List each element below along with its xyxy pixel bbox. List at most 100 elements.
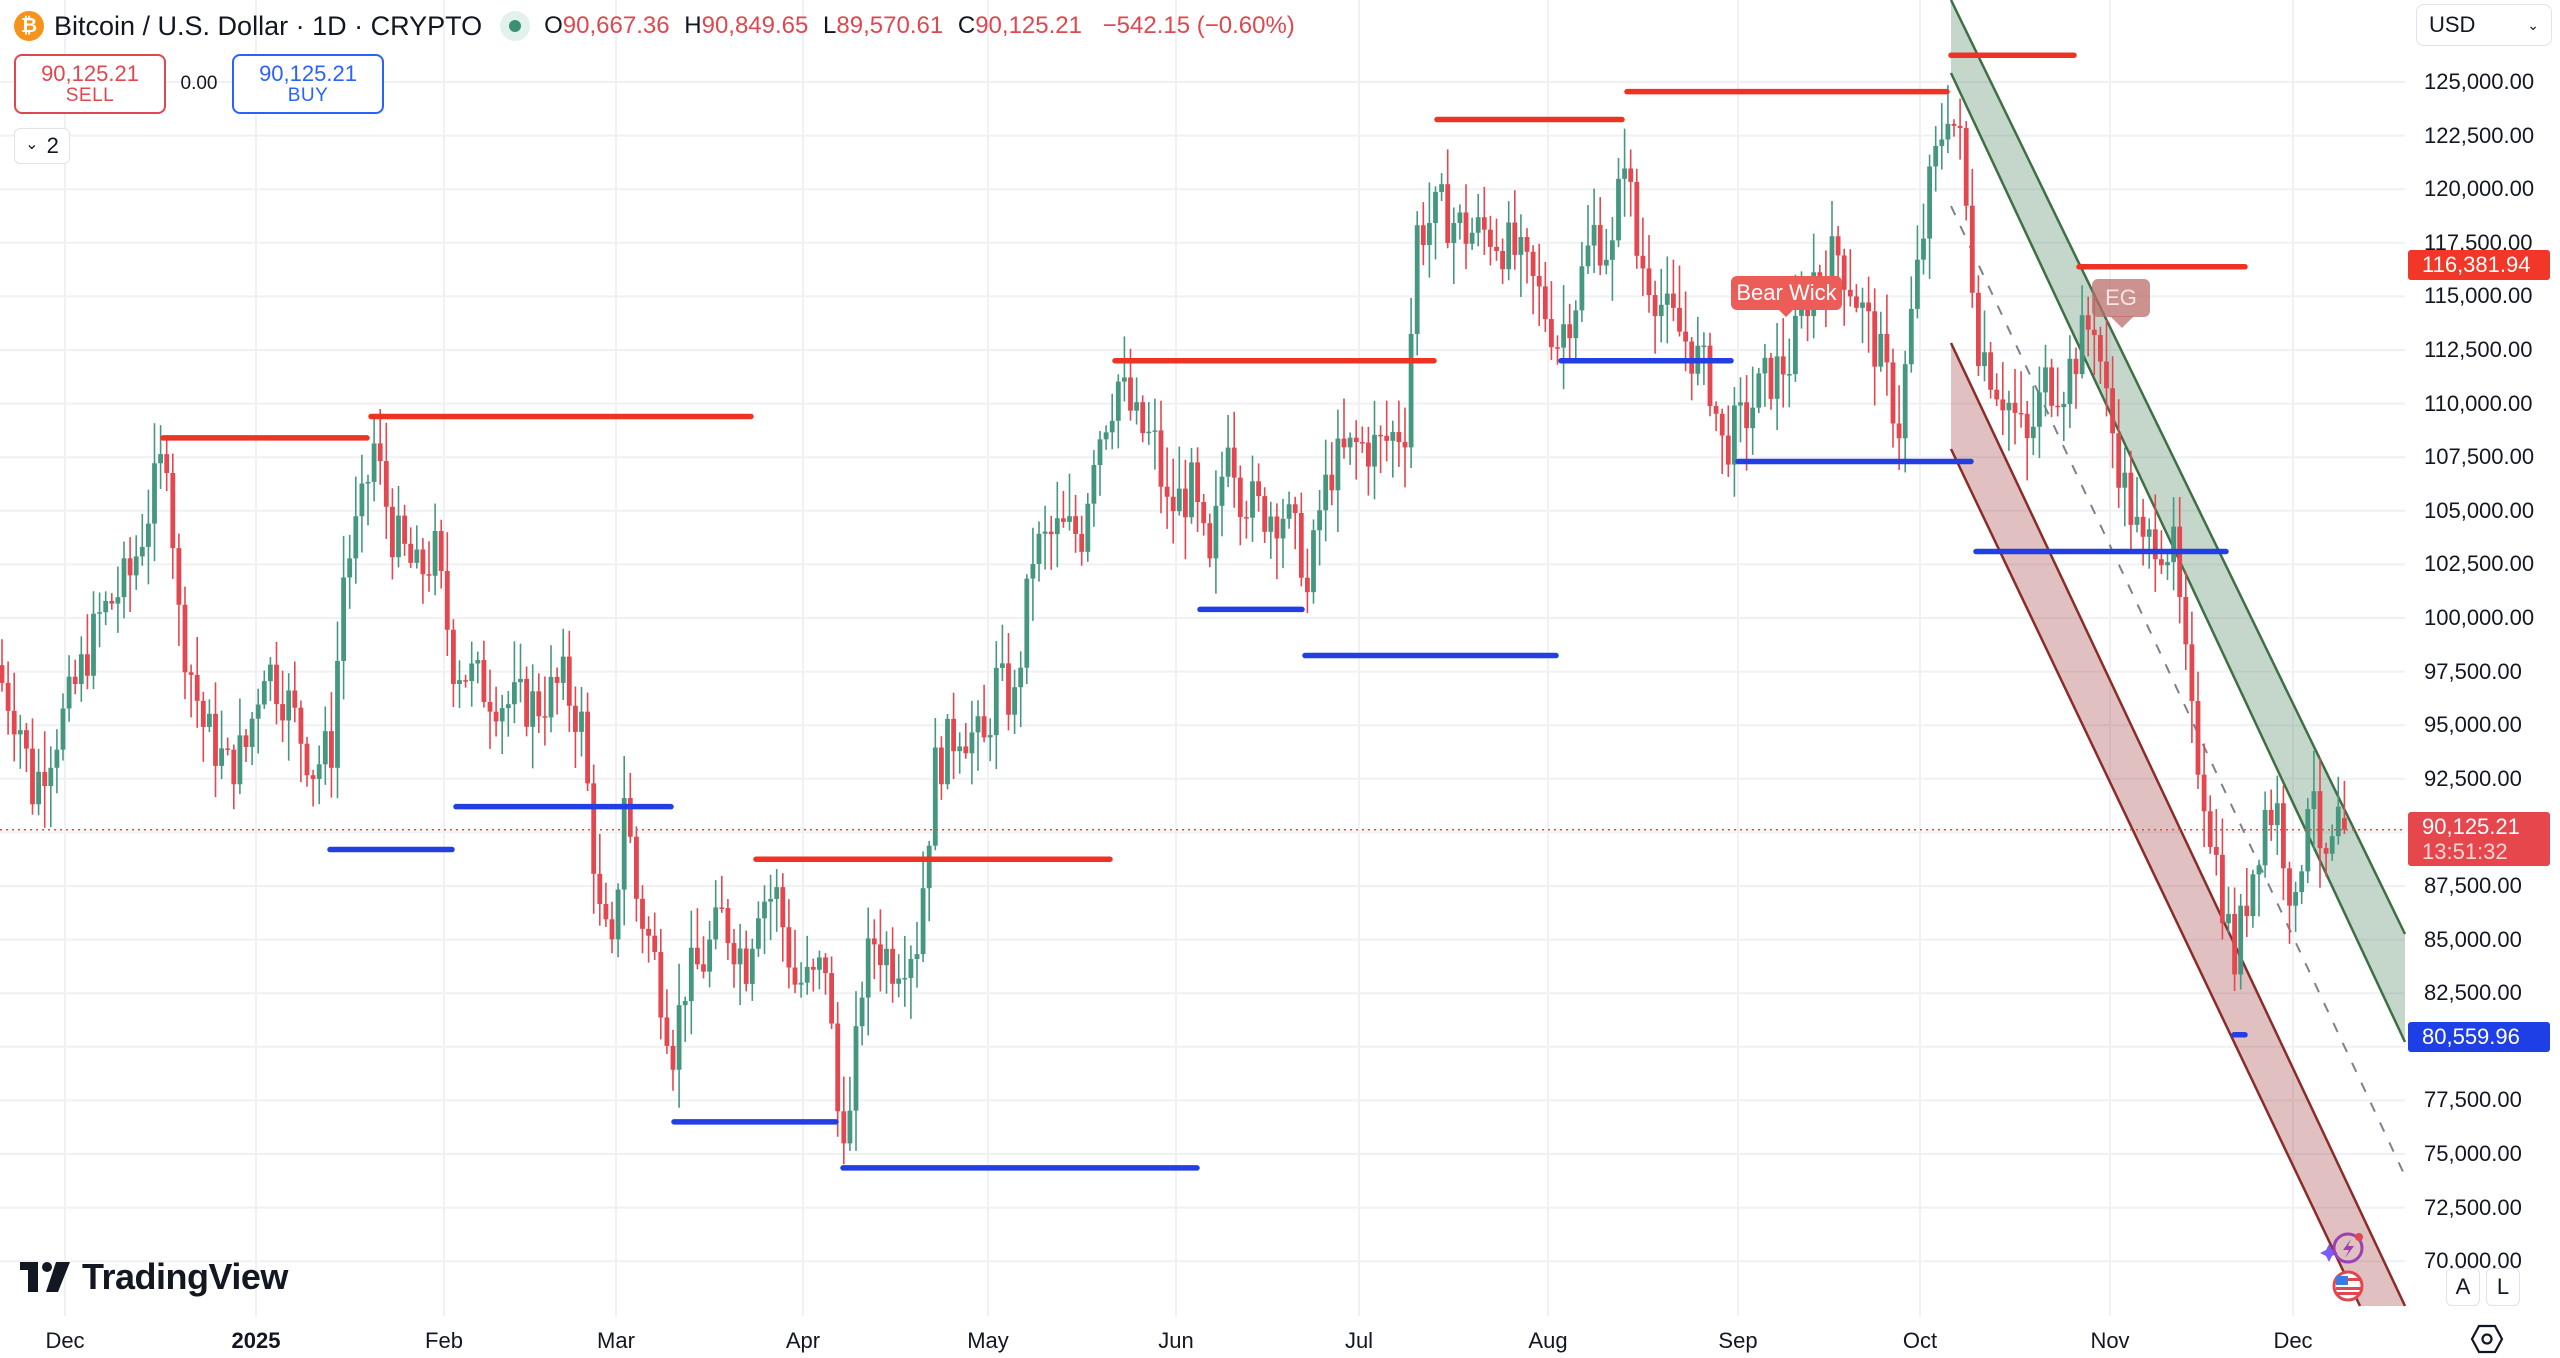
tradingview-logo-text: TradingView <box>82 1256 288 1297</box>
candle <box>1683 291 1688 372</box>
candle <box>1963 121 1969 221</box>
candle <box>713 880 719 950</box>
candle <box>640 885 645 954</box>
candle <box>2122 447 2128 527</box>
candle <box>188 664 194 718</box>
eg-label[interactable]: EG <box>2092 279 2150 317</box>
candle <box>2238 893 2244 990</box>
candle <box>377 408 383 485</box>
candle <box>835 1002 841 1137</box>
candle <box>121 541 127 619</box>
candle <box>579 687 584 757</box>
tradingview-logo[interactable]: TradingView <box>20 1256 288 1298</box>
candle <box>749 938 755 1001</box>
candle <box>2152 494 2158 592</box>
candle <box>414 525 420 569</box>
candle <box>542 676 548 746</box>
candle <box>1140 395 1146 443</box>
candle <box>902 935 908 1007</box>
candle <box>646 916 651 963</box>
candle <box>1366 426 1371 496</box>
candle <box>30 718 35 815</box>
candle <box>152 423 157 562</box>
price-axis-label: 95,000.00 <box>2424 712 2522 738</box>
red-channel[interactable] <box>1949 342 2407 1307</box>
candle <box>365 474 371 526</box>
candle <box>591 764 597 914</box>
candle <box>1634 168 1640 269</box>
candle <box>1610 217 1615 301</box>
candle <box>1500 238 1505 284</box>
candle <box>1054 481 1060 568</box>
lightning-event-icon[interactable] <box>2332 1232 2364 1264</box>
candle <box>1000 624 1005 682</box>
candle <box>329 692 334 798</box>
us-flag-event-icon[interactable] <box>2332 1270 2364 1302</box>
candle <box>158 425 163 489</box>
candle <box>2030 385 2036 456</box>
price-axis-label: 107,500.00 <box>2424 444 2535 470</box>
time-axis-label: May <box>967 1328 1009 1353</box>
candle <box>1744 375 1749 471</box>
candle <box>280 670 285 743</box>
candle <box>1579 242 1585 322</box>
candle <box>176 533 182 646</box>
candle <box>97 592 102 648</box>
candle <box>11 672 17 762</box>
candle <box>1207 513 1213 568</box>
sell-button[interactable]: 90,125.21 SELL <box>14 54 166 114</box>
candle <box>871 919 877 980</box>
currency-select[interactable]: USD ⌄ <box>2416 4 2552 46</box>
candle <box>658 928 664 1040</box>
candle <box>2061 391 2067 442</box>
bear-wick-label[interactable]: Bear Wick <box>1731 276 1842 310</box>
candle <box>2293 881 2298 932</box>
candle <box>1097 430 1103 496</box>
candle <box>987 718 993 762</box>
log-scale-button[interactable]: L <box>2486 1268 2520 1306</box>
candle <box>1646 235 1652 313</box>
settings-hexagon-icon[interactable] <box>2470 1322 2504 1356</box>
eg-pointer-icon <box>2110 316 2134 328</box>
candle <box>457 660 462 708</box>
candle <box>505 691 511 737</box>
trade-panel: 90,125.21 SELL 0.00 90,125.21 BUY <box>14 54 384 114</box>
candle <box>1768 352 1774 410</box>
candle <box>1573 300 1579 361</box>
candle <box>2116 399 2122 508</box>
price-axis-label: 102,500.00 <box>2424 551 2535 577</box>
candle <box>1713 401 1719 432</box>
candle <box>1969 168 1975 308</box>
trend-channels[interactable] <box>1949 0 2407 1307</box>
candle <box>72 659 78 695</box>
candle <box>1982 310 1987 382</box>
candle <box>1542 261 1548 332</box>
candle <box>1481 186 1487 255</box>
candle <box>1695 316 1701 386</box>
candle <box>1469 217 1475 250</box>
candle <box>597 833 603 926</box>
support-resistance-levels[interactable] <box>160 52 2248 1171</box>
auto-scale-button[interactable]: A <box>2446 1268 2480 1306</box>
channel-median-dashed-line[interactable] <box>1950 205 2406 1177</box>
candle <box>743 930 749 992</box>
candle <box>2110 356 2115 469</box>
candle <box>1512 190 1518 270</box>
candle <box>469 641 475 707</box>
ai-sparkle-icon[interactable] <box>2320 1244 2338 1262</box>
buy-button[interactable]: 90,125.21 BUY <box>232 54 384 114</box>
indicators-toggle-button[interactable]: ⌄ 2 <box>14 128 70 164</box>
candle <box>1884 294 1890 396</box>
market-open-status-icon[interactable] <box>500 11 531 41</box>
candle <box>1463 184 1469 270</box>
candle <box>1341 398 1347 459</box>
candle <box>2177 497 2183 624</box>
candle <box>701 936 706 979</box>
candle <box>1152 398 1158 470</box>
symbol-title[interactable]: Bitcoin / U.S. Dollar · 1D · CRYPTO <box>54 10 483 41</box>
candle <box>652 912 658 960</box>
candle <box>2140 498 2146 566</box>
last-price-tag: 90,125.21 13:51:32 <box>2408 812 2550 866</box>
candle <box>664 989 670 1055</box>
